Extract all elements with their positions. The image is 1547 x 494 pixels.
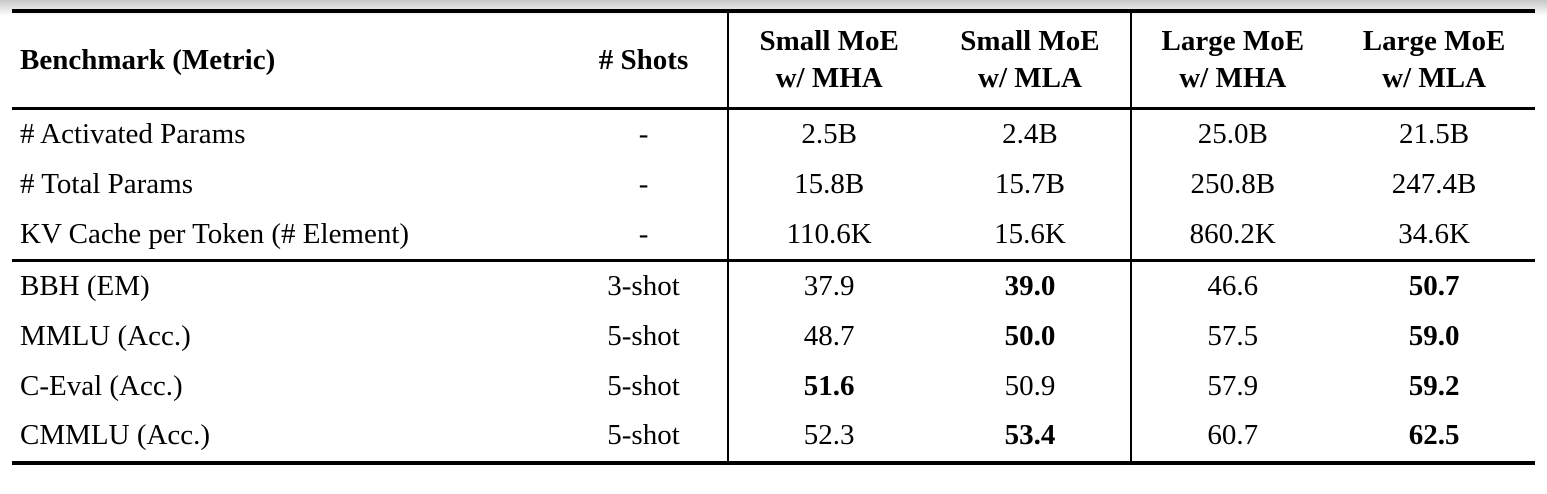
results-table-container: Benchmark (Metric) # Shots Small MoE w/ … xyxy=(12,9,1535,466)
table-row: BBH (EM) 3-shot 37.9 39.0 46.6 50.7 xyxy=(12,260,1535,312)
value-cell: 57.5 xyxy=(1130,311,1334,362)
table-row: MMLU (Acc.) 5-shot 48.7 50.0 57.5 59.0 xyxy=(12,311,1535,362)
value-cell: 60.7 xyxy=(1130,411,1334,464)
table-row: CMMLU (Acc.) 5-shot 52.3 53.4 60.7 62.5 xyxy=(12,411,1535,464)
table-header: Benchmark (Metric) # Shots Small MoE w/ … xyxy=(12,11,1535,111)
value-cell: 57.9 xyxy=(1130,361,1334,412)
col-header-small-moe-mha: Small MoE w/ MHA xyxy=(726,11,930,111)
row-label: # Activated Params xyxy=(20,118,246,151)
value-cell: 48.7 xyxy=(726,311,930,362)
col-header-line1: Large MoE xyxy=(1161,25,1305,57)
row-label: MMLU (Acc.) xyxy=(20,319,191,352)
table-row: # Activated Params - 2.5B 2.4B 25.0B 21.… xyxy=(12,108,1535,160)
value-cell: 39.0 xyxy=(1004,270,1056,303)
table-row: KV Cache per Token (# Element) - 110.6K … xyxy=(12,209,1535,263)
results-table: Benchmark (Metric) # Shots Small MoE w/ … xyxy=(12,9,1535,466)
col-header-large-moe-mla: Large MoE w/ MLA xyxy=(1333,11,1535,111)
value-cell: 50.9 xyxy=(1004,369,1056,402)
row-label: KV Cache per Token (# Element) xyxy=(12,209,561,263)
shots-cell: - xyxy=(638,118,649,151)
value-cell: 59.0 xyxy=(1408,319,1460,352)
value-cell: 2.5B xyxy=(726,108,930,160)
value-cell: 110.6K xyxy=(726,209,930,263)
col-header-line2: w/ MLA xyxy=(1382,62,1487,95)
value-cell: 247.4B xyxy=(1391,167,1477,200)
col-header-large-moe-mha: Large MoE w/ MHA xyxy=(1130,11,1334,111)
col-header-line1: Large MoE xyxy=(1362,25,1506,57)
value-cell: 59.2 xyxy=(1408,369,1460,402)
value-cell: 25.0B xyxy=(1130,108,1334,160)
shots-cell: 5-shot xyxy=(607,369,680,402)
col-header-benchmark: Benchmark (Metric) xyxy=(12,11,561,111)
benchmarks-group: BBH (EM) 3-shot 37.9 39.0 46.6 50.7 MMLU… xyxy=(12,260,1535,464)
col-header-line1: Small MoE xyxy=(759,25,899,57)
value-cell: 52.3 xyxy=(726,411,930,464)
value-cell: 15.8B xyxy=(726,159,930,210)
col-header-line2: w/ MHA xyxy=(1179,62,1287,95)
value-cell: 62.5 xyxy=(1408,419,1460,452)
col-header-small-moe-mla: Small MoE w/ MLA xyxy=(929,11,1132,111)
header-row: Benchmark (Metric) # Shots Small MoE w/ … xyxy=(12,11,1535,111)
value-cell: 860.2K xyxy=(1130,209,1334,263)
value-cell: 15.7B xyxy=(994,167,1066,200)
shots-cell: 5-shot xyxy=(607,419,680,452)
shots-cell: - xyxy=(638,167,649,200)
table-row: # Total Params - 15.8B 15.7B 250.8B 247.… xyxy=(12,159,1535,210)
value-cell: 50.7 xyxy=(1408,270,1460,303)
value-cell: 51.6 xyxy=(726,361,930,412)
shots-cell: - xyxy=(560,209,728,263)
value-cell: 37.9 xyxy=(726,260,930,312)
value-cell: 34.6K xyxy=(1333,209,1535,263)
col-header-line2: w/ MHA xyxy=(775,62,883,95)
row-label: CMMLU (Acc.) xyxy=(20,419,211,452)
value-cell: 21.5B xyxy=(1399,118,1470,151)
col-header-shots: # Shots xyxy=(560,11,728,111)
params-group: # Activated Params - 2.5B 2.4B 25.0B 21.… xyxy=(12,108,1535,263)
row-label: BBH (EM) xyxy=(20,270,150,303)
col-header-line1: Small MoE xyxy=(960,25,1100,57)
value-cell: 250.8B xyxy=(1130,159,1334,210)
value-cell: 53.4 xyxy=(1004,419,1056,452)
row-label: # Total Params xyxy=(20,167,194,200)
value-cell: 15.6K xyxy=(929,209,1132,263)
shots-cell: 3-shot xyxy=(607,270,680,303)
col-header-line2: w/ MLA xyxy=(978,62,1082,95)
shots-cell: 5-shot xyxy=(607,319,680,352)
value-cell: 50.0 xyxy=(1004,319,1056,352)
value-cell: 2.4B xyxy=(1002,118,1058,151)
row-label: C-Eval (Acc.) xyxy=(20,369,183,402)
value-cell: 46.6 xyxy=(1130,260,1334,312)
table-row: C-Eval (Acc.) 5-shot 51.6 50.9 57.9 59.2 xyxy=(12,361,1535,412)
